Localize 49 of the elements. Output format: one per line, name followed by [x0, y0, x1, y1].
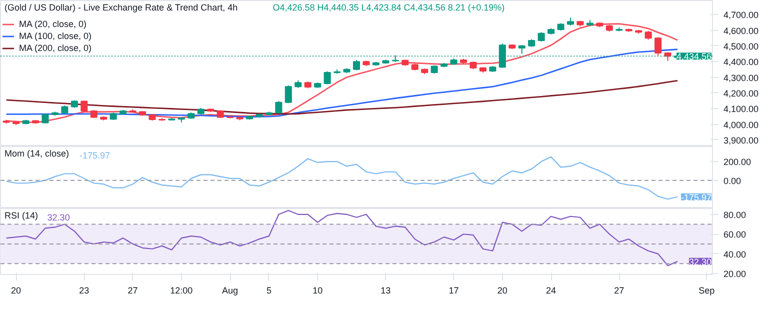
y-tick-label: 4,000.00 — [724, 120, 759, 130]
y-tick-label: 60.00 — [724, 230, 746, 240]
candlestick — [538, 32, 545, 42]
y-tick-label: 80.00 — [724, 210, 746, 220]
annotation: O4,426.58 H4,440.35 L4,423.84 C4,434.56 8.21 (+0.19%) — [272, 2, 505, 12]
chart-title: (Gold / US Dollar) - Live Exchange Rate & Trend Chart, 4h — [4, 2, 238, 12]
candlestick — [284, 84, 292, 104]
candlestick — [324, 70, 331, 85]
legend-label: MA (100, close, 0) — [19, 30, 92, 41]
chart-title: RSI (14) — [4, 210, 38, 220]
x-tick-label: 23 — [79, 286, 90, 296]
legend-label: MA (20, close, 0) — [19, 18, 87, 29]
candlestick — [42, 113, 49, 124]
y-tick-label: 3,900.00 — [724, 135, 759, 146]
annotation: -175.97 — [680, 192, 712, 202]
y-tick-label: 40.00 — [724, 249, 746, 260]
candlestick — [275, 100, 282, 114]
x-tick-label: 5 — [266, 286, 272, 296]
legend-label: MA (200, close, 0) — [19, 42, 92, 53]
y-tick-label: 20.00 — [724, 269, 746, 280]
y-tick-label: 4,300.00 — [724, 72, 759, 83]
y-tick-label: 4,200.00 — [724, 88, 759, 98]
y-tick-label: 4,500.00 — [724, 41, 759, 52]
x-tick-label: Sep — [698, 286, 715, 296]
x-tick-label: 20 — [11, 286, 22, 296]
y-tick-label: 4,600.00 — [724, 26, 759, 36]
annotation: 32.30 — [688, 256, 712, 267]
chart-title: Mom (14, close) — [4, 148, 70, 158]
y-tick-label: 4,400.00 — [724, 57, 759, 68]
y-tick-label: 4,700.00 — [724, 10, 759, 20]
x-tick-label: 12:00 — [170, 286, 193, 296]
x-tick-label: Aug — [222, 286, 238, 296]
x-tick-label: 13 — [380, 286, 391, 296]
line-series — [6, 80, 678, 115]
y-tick-label: 4,100.00 — [724, 104, 759, 114]
ref-line-label: 4,434.56 — [676, 52, 712, 62]
y-tick-label: 0.00 — [724, 176, 742, 186]
candlestick — [654, 36, 662, 56]
annotation: 32.30 — [47, 212, 70, 222]
x-tick-label: 10 — [312, 286, 323, 296]
x-tick-label: 20 — [497, 286, 508, 296]
x-tick-label: 27 — [128, 286, 138, 296]
x-tick-label: 24 — [546, 286, 556, 296]
y-tick-label: 200.00 — [724, 157, 752, 168]
annotation: -175.97 — [80, 150, 110, 160]
x-tick-label: 27 — [614, 286, 624, 296]
candlestick — [80, 100, 88, 113]
line-series — [6, 210, 678, 266]
x-tick-label: 17 — [448, 286, 459, 296]
